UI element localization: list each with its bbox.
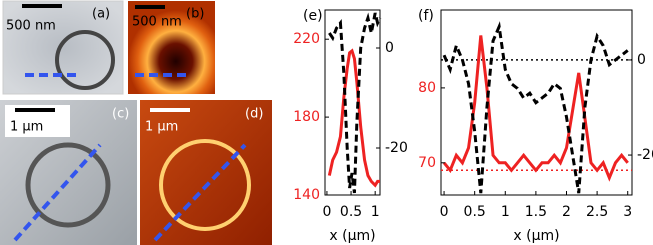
x-tick-label: 1 <box>371 204 380 220</box>
panel-label: (c) <box>112 107 129 122</box>
x-axis-label: x (μm) <box>513 228 559 244</box>
panel-label: (e) <box>303 8 323 24</box>
data-line <box>327 48 380 188</box>
x-tick-label: 3 <box>623 204 632 220</box>
y2-tick-label: -20 <box>637 147 653 163</box>
scale-bar-label: 1 μm <box>145 120 178 135</box>
x-tick-label: 2.5 <box>586 204 608 220</box>
image-b: 500 nm (b) <box>128 1 215 94</box>
panel-label: (a) <box>92 7 110 22</box>
image-d: 1 μm (d) <box>140 100 272 245</box>
y-tick-label: 220 <box>293 31 320 47</box>
image-a: 500 nm (a) <box>2 0 124 95</box>
x-axis-label: x (μm) <box>329 228 375 244</box>
y-tick-label: 180 <box>293 109 320 125</box>
x-tick-label: 1 <box>501 204 510 220</box>
panel-label: (d) <box>245 107 263 122</box>
y-tick-label: 70 <box>418 155 436 171</box>
scale-bar-label: 1 μm <box>10 120 43 135</box>
y-tick-label: 140 <box>293 187 320 203</box>
x-tick-label: 0.5 <box>340 204 362 220</box>
y-tick-label: 80 <box>418 80 436 96</box>
panel-label: (b) <box>186 7 204 22</box>
data-line <box>442 35 629 182</box>
y2-tick-label: -20 <box>385 140 408 156</box>
x-tick-label: 0 <box>322 204 331 220</box>
data-line <box>442 21 629 194</box>
scale-bar-label: 500 nm <box>132 15 182 30</box>
x-tick-label: 0.5 <box>464 204 486 220</box>
plot-frame <box>324 9 381 196</box>
y2-tick-label: 0 <box>637 52 646 68</box>
x-tick-label: 0 <box>440 204 449 220</box>
image-c: 1 μm (c) <box>0 100 137 245</box>
x-tick-label: 1.5 <box>525 204 547 220</box>
x-tick-label: 2 <box>562 204 571 220</box>
data-line <box>328 12 382 194</box>
scale-bar-label: 500 nm <box>6 19 56 34</box>
panel-label: (f) <box>418 8 434 24</box>
plot-frame <box>440 9 633 196</box>
y2-tick-label: 0 <box>385 40 394 56</box>
